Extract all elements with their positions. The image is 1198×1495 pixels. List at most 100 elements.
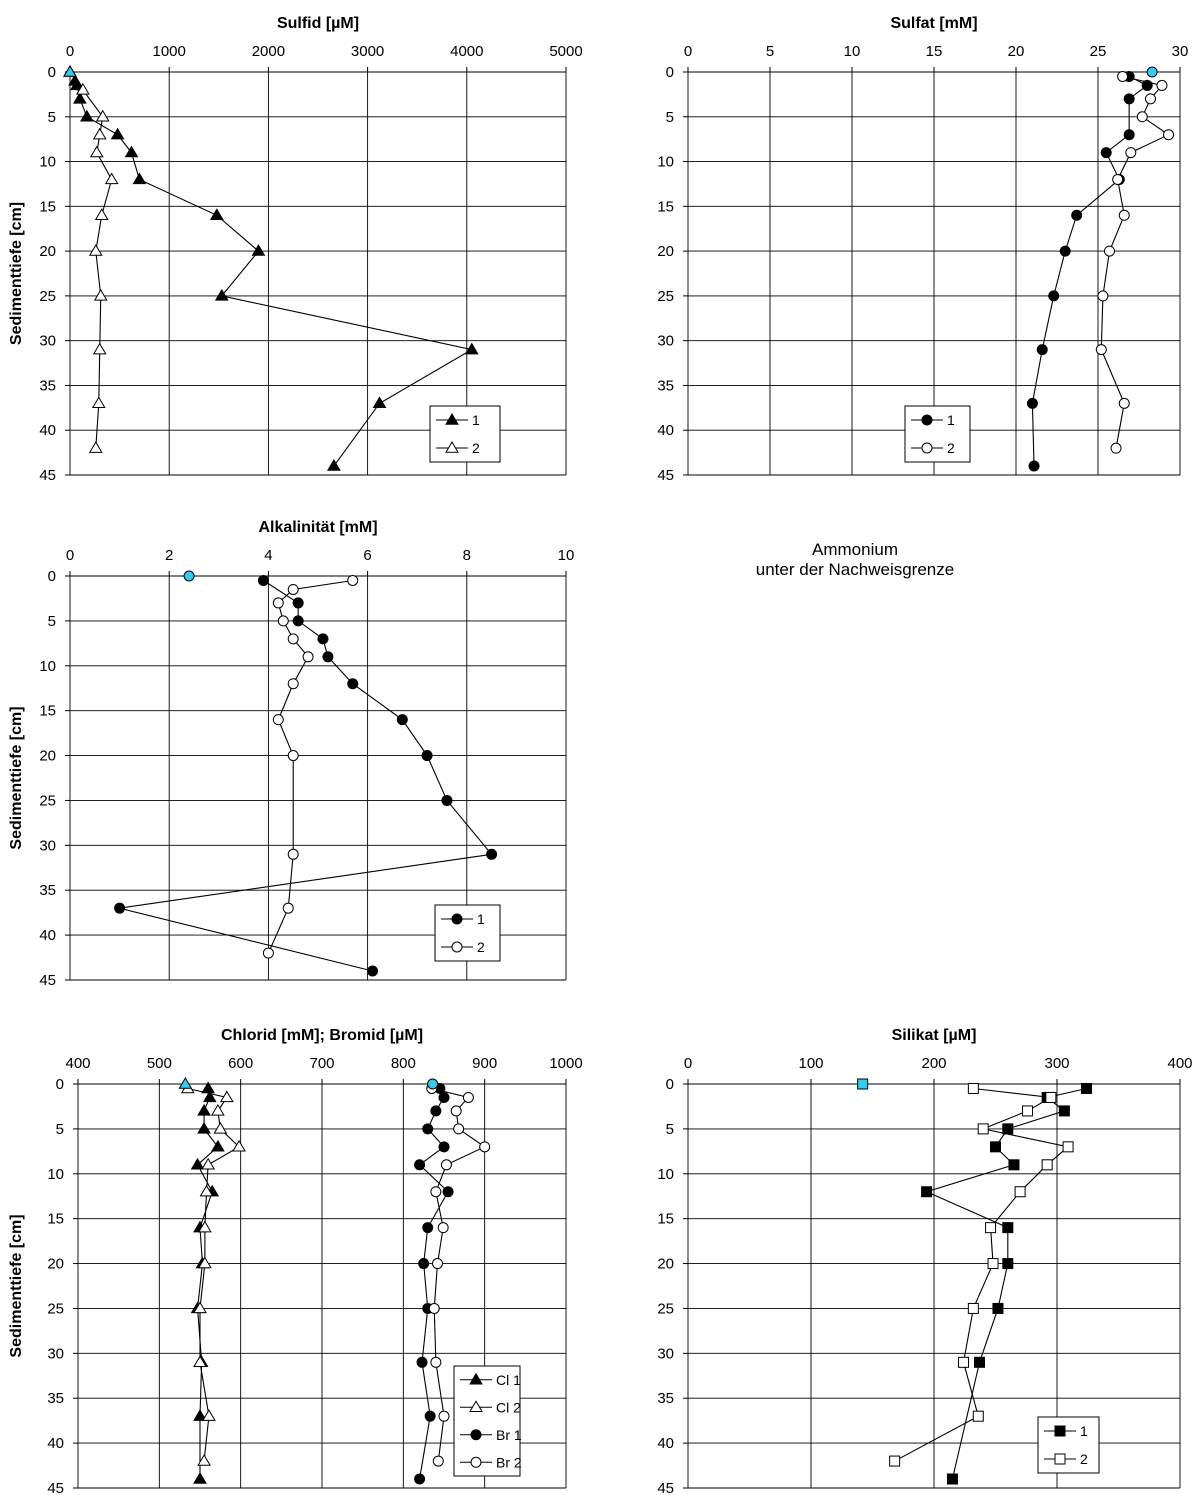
x-tick-label: 0 (66, 547, 74, 564)
y-tick-label: 10 (47, 1166, 64, 1183)
x-tick-label: 30 (1172, 43, 1189, 60)
chart-title: Sulfat [mM] (890, 15, 977, 32)
y-tick-label: 25 (39, 792, 56, 809)
data-point (104, 172, 119, 185)
y-tick-label: 15 (39, 703, 56, 720)
data-point (889, 1455, 901, 1467)
data-point (1036, 344, 1048, 356)
data-point (414, 1473, 426, 1485)
data-point (985, 1222, 997, 1234)
data-point (91, 396, 106, 409)
y-tick-label: 5 (666, 109, 674, 126)
x-tick-label: 4000 (450, 43, 483, 60)
x-tick-label: 0 (66, 43, 74, 60)
data-point (1062, 1141, 1074, 1153)
legend-label: 1 (472, 412, 480, 428)
alkalinitaet-chart: 0 2 4 6 8 10 0 5 10 15 20 25 30 35 40 45 Alkalinität [mM… (8, 519, 574, 989)
y-tick-label: 0 (666, 64, 674, 81)
y-axis-label: Sedimenttiefe [cm] (8, 202, 25, 345)
surface-water-point (1146, 66, 1158, 78)
data-point (211, 1139, 225, 1152)
data-point (347, 574, 359, 586)
data-point (193, 1301, 207, 1314)
data-point (292, 597, 304, 609)
y-tick-label: 10 (39, 154, 56, 171)
data-point (1123, 129, 1135, 141)
legend-marker (921, 442, 933, 454)
x-tick-label: 0 (684, 43, 692, 60)
data-point (214, 288, 229, 301)
data-point (76, 82, 90, 95)
data-point (422, 1222, 434, 1234)
data-point (282, 902, 294, 914)
surface-water-point (178, 1077, 193, 1089)
y-tick-label: 15 (39, 198, 56, 215)
data-point (977, 1123, 989, 1135)
data-point (89, 145, 104, 158)
data-point (424, 1410, 436, 1422)
y-tick-label: 45 (657, 1480, 674, 1495)
data-point (287, 583, 299, 595)
legend-label: 2 (1080, 1451, 1088, 1467)
x-tick-label: 900 (472, 1055, 497, 1072)
data-point (486, 848, 498, 860)
surface-water-point (183, 570, 195, 582)
legend-box (453, 1365, 521, 1477)
legend-label: 1 (477, 911, 485, 927)
x-tick-label: 20 (1008, 43, 1025, 60)
data-point (1118, 397, 1130, 409)
data-point (442, 1186, 454, 1198)
data-point (292, 615, 304, 627)
data-point (1103, 245, 1115, 257)
x-tick-label: 1000 (549, 1055, 582, 1072)
data-point (396, 714, 408, 726)
x-tick-label: 500 (147, 1055, 172, 1072)
legend-label: 2 (947, 440, 955, 456)
data-point (1156, 79, 1168, 91)
sulfid-chart: 0 1000 2000 3000 4000 5000 0 5 10 15 20 25 30 35 40 45 S… (8, 15, 583, 484)
y-tick-label: 30 (47, 1345, 64, 1362)
data-point (1045, 1091, 1057, 1103)
series-line (69, 71, 113, 449)
legend-marker (470, 1429, 482, 1441)
y-tick-label: 10 (39, 658, 56, 675)
data-point (1110, 442, 1122, 454)
x-tick-label: 6 (363, 547, 371, 564)
y-tick-label: 5 (48, 109, 56, 126)
silikat-chart: 0 100 200 300 400 0 5 10 15 20 25 30 35 40 45 Silikat [… (657, 1027, 1192, 1495)
data-point (416, 1356, 428, 1368)
series-line (187, 1087, 240, 1462)
x-tick-label: 2 (165, 547, 173, 564)
data-point (367, 965, 379, 977)
y-tick-label: 20 (39, 748, 56, 765)
y-tick-label: 25 (47, 1300, 64, 1317)
legend-marker (469, 1400, 483, 1412)
data-point (1117, 70, 1129, 82)
ammonium-note-line2: unter der Nachweisgrenze (755, 560, 955, 579)
y-tick-label: 35 (657, 1390, 674, 1407)
legend-label: Cl 2 (496, 1399, 521, 1415)
series-line (1100, 75, 1170, 449)
y-tick-label: 20 (39, 243, 56, 260)
x-tick-label: 100 (798, 1055, 823, 1072)
legend-label: Br 1 (496, 1427, 522, 1443)
data-point (193, 1355, 207, 1368)
y-tick-label: 40 (47, 1435, 64, 1452)
y-tick-label: 30 (39, 837, 56, 854)
y-tick-label: 25 (657, 288, 674, 305)
data-point (1112, 173, 1124, 185)
data-point (479, 1141, 491, 1153)
data-point (462, 1091, 474, 1103)
y-tick-label: 30 (657, 333, 674, 350)
y-tick-label: 40 (39, 927, 56, 944)
x-tick-label: 8 (463, 547, 471, 564)
data-point (302, 651, 314, 663)
legend-label: Br 2 (496, 1454, 522, 1470)
data-point (213, 1121, 228, 1134)
y-tick-label: 15 (657, 1211, 674, 1228)
data-point (921, 1186, 933, 1198)
y-tick-label: 45 (39, 972, 56, 989)
data-point (946, 1473, 958, 1485)
data-point (197, 1103, 211, 1116)
legend-label: 1 (1080, 1423, 1088, 1439)
